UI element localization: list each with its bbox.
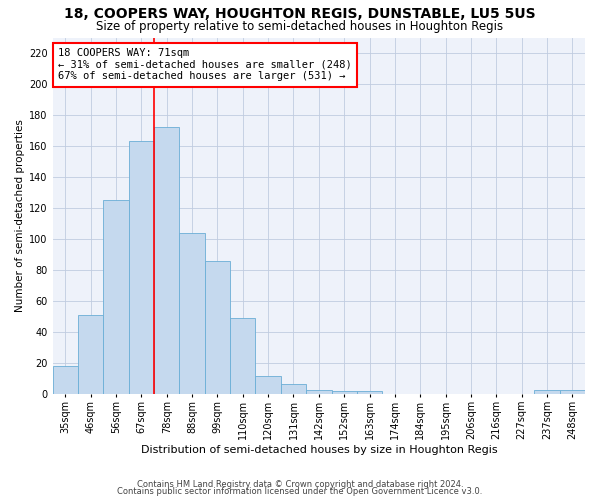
Bar bbox=[535, 390, 560, 394]
Bar bbox=[78, 316, 103, 394]
Text: Contains HM Land Registry data © Crown copyright and database right 2024.: Contains HM Land Registry data © Crown c… bbox=[137, 480, 463, 489]
Bar bbox=[256, 376, 281, 394]
Bar bbox=[332, 392, 357, 394]
Bar bbox=[129, 142, 154, 394]
Bar bbox=[154, 128, 179, 394]
Bar bbox=[560, 390, 585, 394]
Y-axis label: Number of semi-detached properties: Number of semi-detached properties bbox=[15, 120, 25, 312]
Bar bbox=[53, 366, 78, 394]
Bar bbox=[179, 233, 205, 394]
Text: Size of property relative to semi-detached houses in Houghton Regis: Size of property relative to semi-detach… bbox=[97, 20, 503, 33]
Text: Contains public sector information licensed under the Open Government Licence v3: Contains public sector information licen… bbox=[118, 487, 482, 496]
Bar bbox=[306, 390, 332, 394]
Bar bbox=[281, 384, 306, 394]
Bar bbox=[230, 318, 256, 394]
Bar bbox=[357, 392, 382, 394]
Text: 18 COOPERS WAY: 71sqm
← 31% of semi-detached houses are smaller (248)
67% of sem: 18 COOPERS WAY: 71sqm ← 31% of semi-deta… bbox=[58, 48, 352, 82]
Text: 18, COOPERS WAY, HOUGHTON REGIS, DUNSTABLE, LU5 5US: 18, COOPERS WAY, HOUGHTON REGIS, DUNSTAB… bbox=[64, 8, 536, 22]
Bar bbox=[103, 200, 129, 394]
X-axis label: Distribution of semi-detached houses by size in Houghton Regis: Distribution of semi-detached houses by … bbox=[140, 445, 497, 455]
Bar bbox=[205, 261, 230, 394]
